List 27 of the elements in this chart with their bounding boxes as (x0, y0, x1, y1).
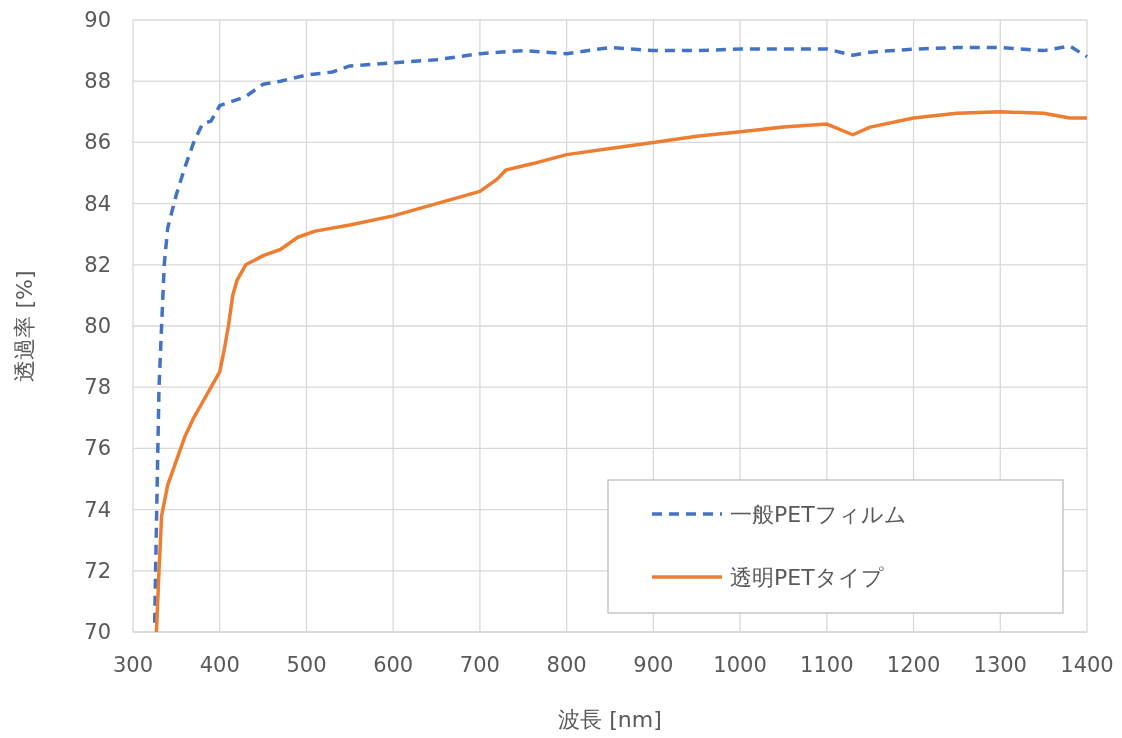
x-tick-label: 800 (546, 653, 587, 677)
y-tick-label: 74 (84, 497, 111, 522)
x-tick-label: 1200 (886, 653, 941, 677)
y-tick-label: 90 (84, 8, 111, 32)
x-tick-label: 900 (633, 653, 674, 677)
x-tick-label: 1000 (713, 653, 767, 677)
y-tick-label: 78 (84, 375, 111, 400)
y-tick-label: 70 (84, 620, 111, 644)
legend-label: 一般PETフィルム (730, 502, 907, 527)
x-tick-label: 1400 (1060, 653, 1114, 677)
y-tick-label: 84 (84, 191, 111, 216)
legend-label: 透明PETタイプ (730, 565, 884, 590)
x-tick-label: 700 (459, 653, 500, 677)
x-tick-label: 1100 (800, 653, 854, 677)
y-axis-title: 透過率 [%] (12, 270, 37, 382)
y-tick-label: 86 (84, 130, 111, 155)
x-axis-title: 波長 [nm] (558, 707, 662, 732)
x-tick-label: 300 (112, 653, 154, 677)
y-tick-label: 80 (84, 314, 111, 338)
x-tick-label: 600 (373, 653, 414, 677)
x-tick-label: 500 (286, 653, 327, 677)
y-tick-label: 76 (84, 436, 111, 461)
x-tick-label: 400 (199, 653, 240, 677)
y-tick-label: 88 (84, 69, 111, 94)
y-tick-label: 72 (84, 558, 111, 583)
x-tick-label: 1300 (973, 653, 1027, 677)
y-tick-label: 82 (84, 252, 111, 277)
